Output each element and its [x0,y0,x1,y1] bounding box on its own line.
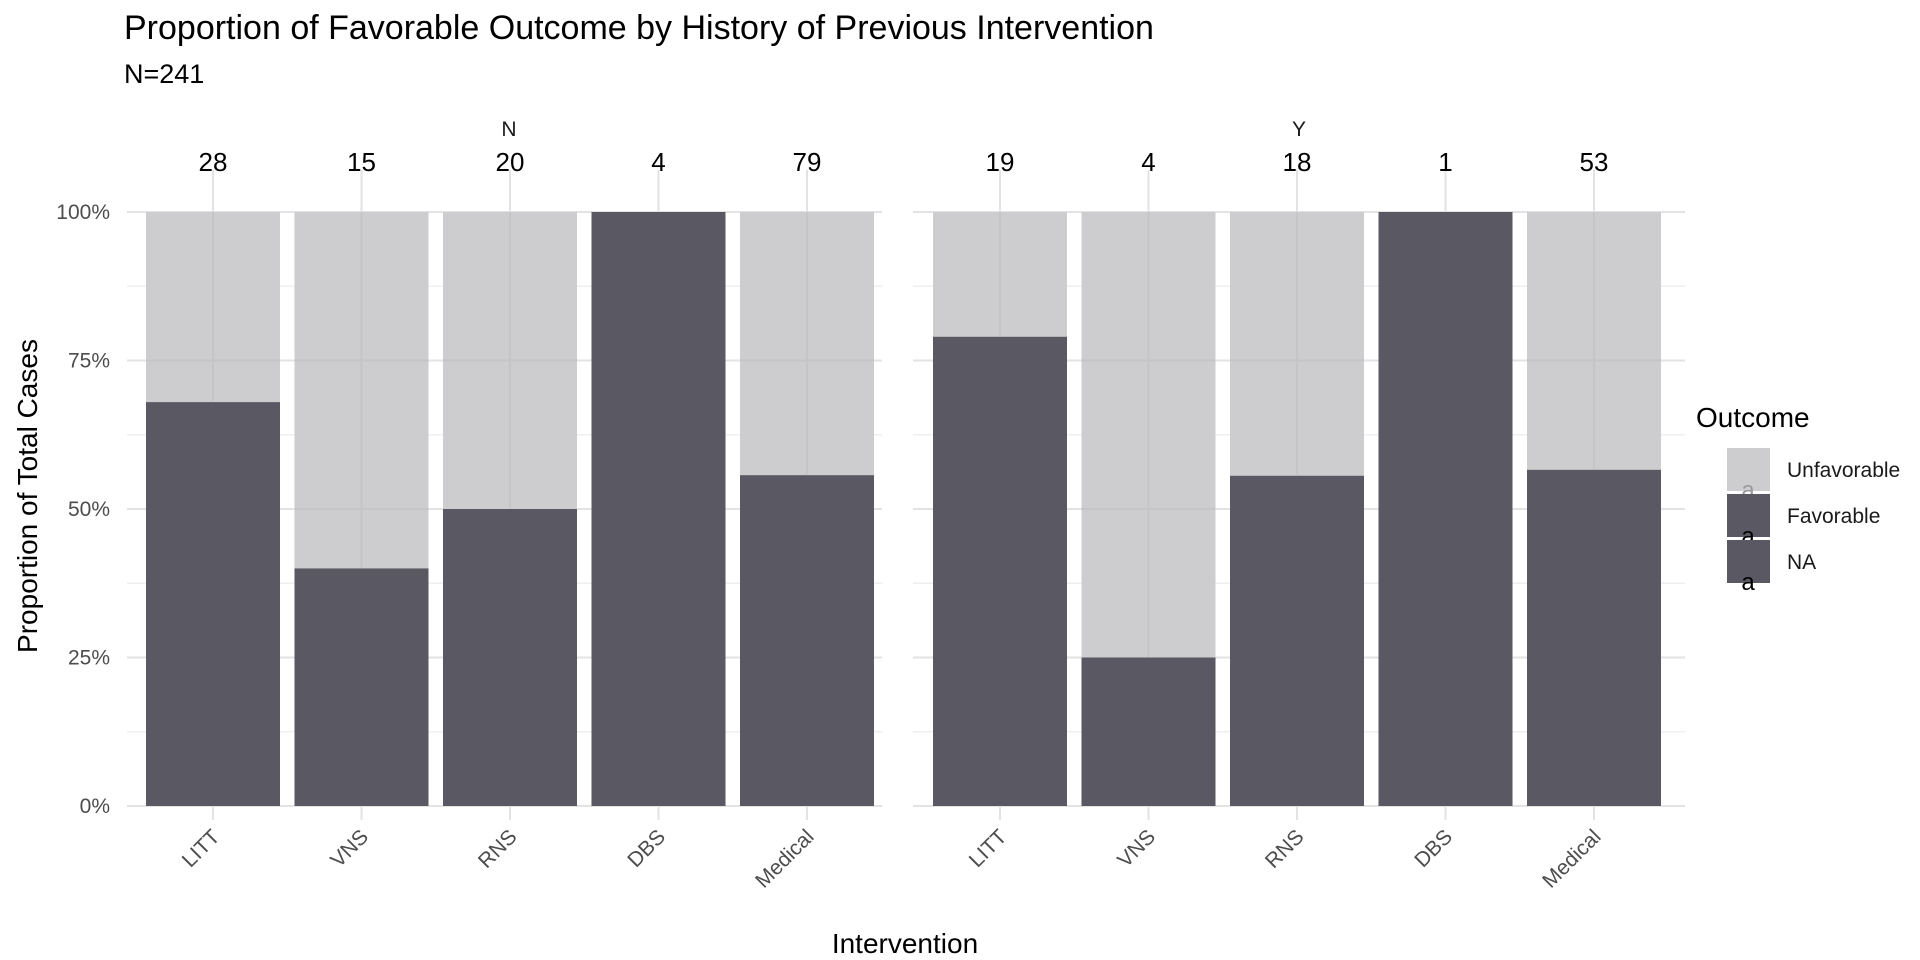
count-label: 28 [199,147,228,177]
x-tick-label: Medical [751,825,818,892]
y-tick-label: 50% [68,498,110,521]
legend-key-na [1727,540,1770,583]
x-tick-labels: LITT VNS RNS DBS Medical [178,825,819,893]
count-label: 79 [793,147,822,177]
y-tick-label: 25% [68,647,110,670]
x-tick-label: VNS [1113,825,1160,872]
chart-subtitle: N=241 [124,59,204,89]
vertical-grid-lines [999,212,1661,658]
bar-favorable-medical [1527,469,1661,806]
count-label: 15 [347,147,376,177]
legend-glyph: a [1741,569,1755,596]
bars [933,212,1661,806]
bar-counts: 28 15 20 4 79 [199,147,822,177]
legend-label-na: NA [1787,551,1816,574]
vertical-grid-lines [146,212,874,569]
bar-favorable-vns [1081,657,1216,806]
legend-label-favorable: Favorable [1787,505,1880,528]
legend-title: Outcome [1696,402,1810,433]
y-tick-labels: 0% 25% 50% 75% 100% [56,201,110,818]
y-tick-label: 0% [80,795,110,818]
y-tick-label: 100% [56,201,110,224]
bar-counts: 19 4 18 1 53 [986,147,1609,177]
x-tick-label: LITT [178,825,225,872]
x-tick-label: DBS [623,825,670,872]
x-axis-title: Intervention [832,928,978,959]
legend-key-favorable [1727,494,1770,537]
facet-panel-y: Y 19 4 18 1 53 LITT VNS RNS DBS Medical [913,118,1685,893]
bar-favorable-rns [443,509,577,806]
count-label: 20 [496,147,525,177]
count-label: 53 [1580,147,1609,177]
count-label: 1 [1438,147,1452,177]
legend-label-unfavorable: Unfavorable [1787,459,1900,482]
bar-favorable-dbs [591,212,726,806]
facet-label-y: Y [1292,118,1306,141]
chart-title: Proportion of Favorable Outcome by Histo… [124,9,1154,47]
bar-favorable-litt [146,402,280,806]
y-axis-title: Proportion of Total Cases [12,339,43,653]
bar-favorable-dbs [1378,212,1513,806]
x-tick-label: LITT [965,825,1012,872]
bar-favorable-litt [933,336,1067,806]
x-tick-label: DBS [1410,825,1457,872]
x-tick-label: VNS [326,825,373,872]
legend-key-unfavorable [1727,448,1770,491]
x-tick-label: Medical [1538,825,1605,892]
x-tick-label: RNS [1261,825,1309,873]
facet-label-n: N [501,118,516,141]
bar-favorable-rns [1230,475,1364,806]
count-label: 4 [651,147,665,177]
bar-favorable-medical [740,475,874,806]
facet-panel-n: N 28 15 20 4 79 LITT VNS RNS DBS Medical [127,118,882,893]
x-tick-label: RNS [474,825,522,873]
count-label: 19 [986,147,1015,177]
count-label: 4 [1141,147,1155,177]
count-label: 18 [1283,147,1312,177]
y-tick-label: 75% [68,350,110,373]
x-tick-labels: LITT VNS RNS DBS Medical [965,825,1606,893]
bar-favorable-vns [294,568,429,806]
